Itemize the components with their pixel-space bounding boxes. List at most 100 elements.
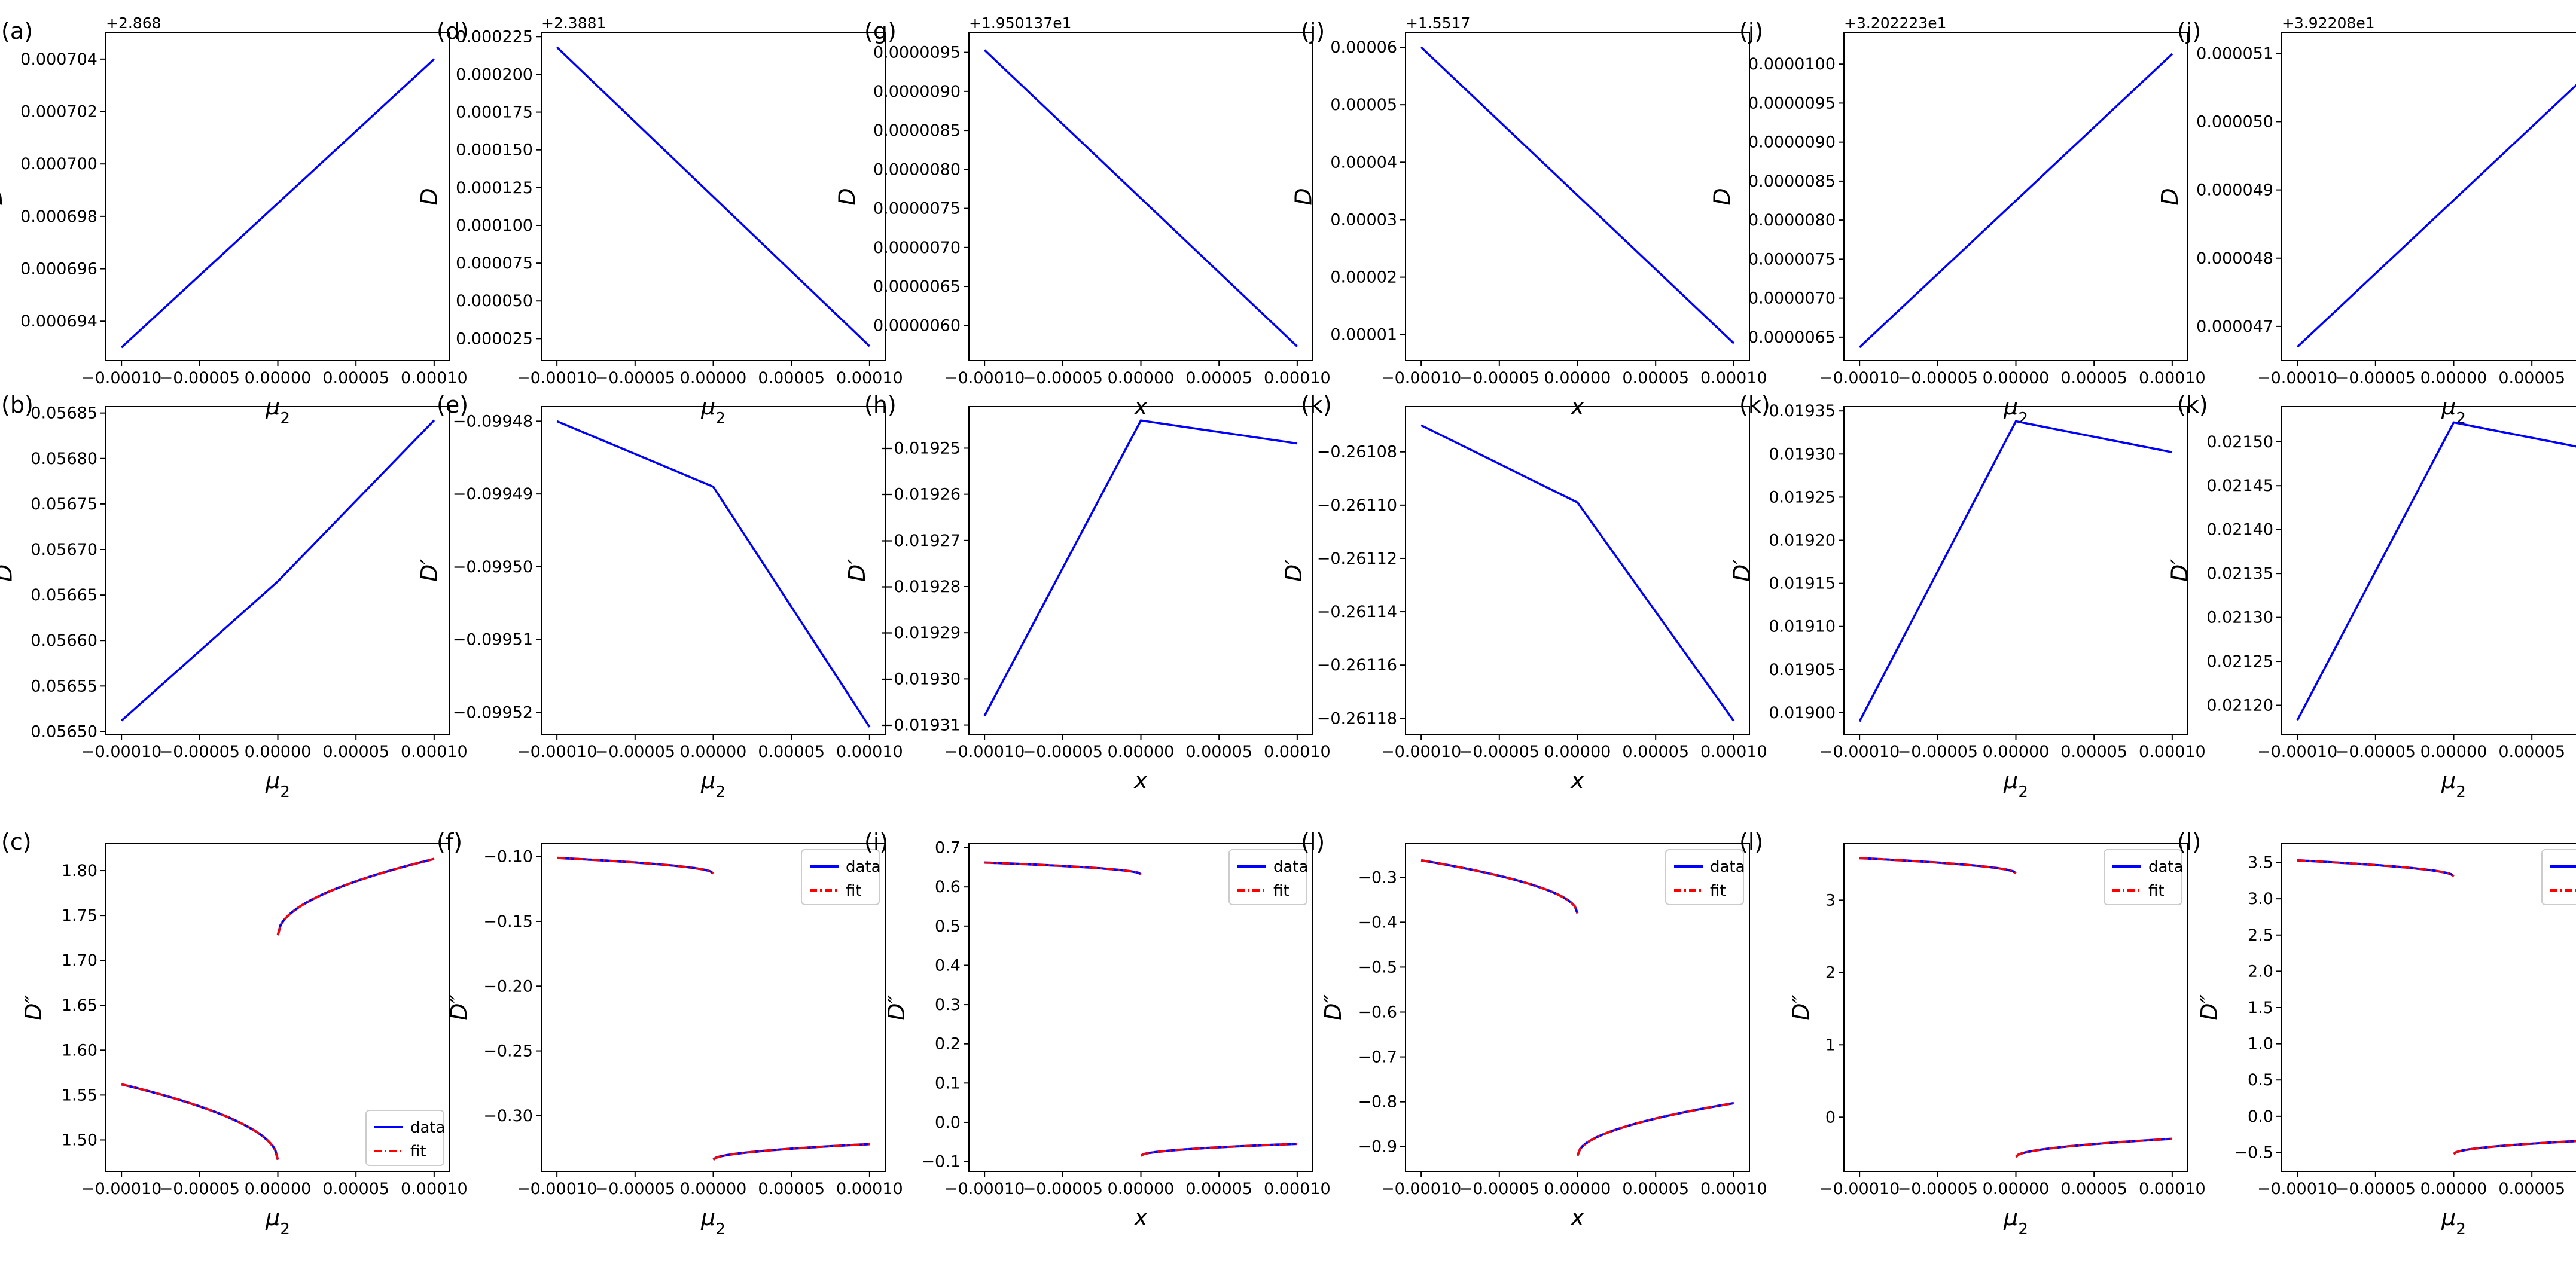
x-axis-label: μ2 xyxy=(700,1204,725,1238)
y-tick-label: −0.10 xyxy=(483,848,533,866)
y-tick-label: −0.01931 xyxy=(880,716,961,735)
y-tick-label: 0.000048 xyxy=(2196,249,2273,268)
x-tick-label: −0.00005 xyxy=(160,1180,240,1198)
series-line-fit-right xyxy=(2453,1140,2576,1155)
y-tick-label: 0.0000070 xyxy=(1748,289,1836,308)
plot-area xyxy=(1859,857,2172,1158)
x-tick-label: 0.00000 xyxy=(1108,743,1175,761)
x-tick-label: 0.00000 xyxy=(1544,369,1611,387)
series-line-data-left xyxy=(557,856,714,875)
axes-frame xyxy=(2281,843,2576,1172)
x-tick-label: 0.00010 xyxy=(836,743,903,761)
y-tick-label: −0.26118 xyxy=(1317,709,1397,728)
x-tick-label: 0.00005 xyxy=(2498,1180,2565,1198)
y-tick-label: 0.5 xyxy=(935,917,961,936)
y-tick-label: 0.0000085 xyxy=(1748,172,1836,191)
y-tick-label: −0.01925 xyxy=(880,439,961,457)
y-axis-label: D xyxy=(2157,188,2183,205)
x-tick-label: 0.00010 xyxy=(401,369,468,387)
axes-frame xyxy=(1843,32,2188,361)
axis-offset-label: +2.868 xyxy=(106,14,161,32)
x-axis-label: μ2 xyxy=(265,1204,290,1238)
y-tick-label: 0.000696 xyxy=(20,260,97,279)
x-tick-label: −0.00005 xyxy=(2336,743,2416,761)
plot-area xyxy=(556,46,871,347)
series-line-data-0 xyxy=(556,420,871,728)
y-tick-label: 0.05670 xyxy=(31,541,97,559)
x-axis-label-subscript: 2 xyxy=(715,410,725,428)
y-tick-label: 0.01900 xyxy=(1769,704,1836,722)
y-tick-label: 0.000150 xyxy=(456,141,533,160)
x-axis-label-subscript: 2 xyxy=(2456,783,2466,801)
plot-area xyxy=(121,857,435,1161)
y-tick-label: 3.5 xyxy=(2248,854,2273,872)
x-tick-label: −0.00005 xyxy=(1898,1180,1978,1198)
x-tick-label: −0.00010 xyxy=(1819,369,1900,387)
plot-area xyxy=(1420,859,1734,1156)
x-tick-label: 0.00010 xyxy=(2139,743,2206,761)
panel-label: (j) xyxy=(1739,18,1763,44)
x-tick-label: 0.00010 xyxy=(1264,743,1331,761)
y-tick-label: 0.05685 xyxy=(31,404,97,423)
x-tick-label: −0.00010 xyxy=(2257,369,2337,387)
x-axis-label-subscript: 2 xyxy=(2018,410,2028,428)
x-tick-label: −0.00010 xyxy=(944,743,1025,761)
panel-label: (a) xyxy=(1,18,33,44)
y-tick-label: −0.01926 xyxy=(880,486,961,504)
x-tick-label: −0.00010 xyxy=(517,369,597,387)
y-tick-label: −0.5 xyxy=(2234,1143,2273,1162)
series-line-fit-left xyxy=(121,1083,279,1160)
x-tick-label: −0.00005 xyxy=(1898,743,1978,761)
axis-offset-label: +3.202223e1 xyxy=(1844,14,1947,32)
series-line-data-left xyxy=(1420,859,1579,914)
y-tick-label: 3.0 xyxy=(2248,890,2273,908)
y-tick-label: −0.30 xyxy=(483,1107,533,1125)
panel-k1: −0.00010−0.00005 0.00000 0.00005 0.00010 −0.… xyxy=(1281,392,1767,793)
series-line-data-right xyxy=(1140,1143,1297,1157)
y-axis-label: D′ xyxy=(416,559,443,582)
y-tick-label: −0.26112 xyxy=(1317,550,1397,568)
x-axis-label: μ2 xyxy=(2441,767,2466,801)
legend-label-fit: fit xyxy=(2148,882,2165,900)
axis-offset-label: +1.5517 xyxy=(1406,14,1470,32)
y-tick-label: 0.05675 xyxy=(31,495,97,514)
y-tick-label: −0.5 xyxy=(1358,958,1397,976)
y-axis-label: D″ xyxy=(446,994,472,1020)
axis-offset-label: +1.950137e1 xyxy=(969,14,1072,32)
y-axis-label: D xyxy=(834,188,861,205)
x-axis-label: x xyxy=(1570,1204,1584,1231)
y-axis-label: D′ xyxy=(1729,559,1755,582)
x-axis-label-subscript: 2 xyxy=(2018,783,2028,801)
series-line-data-0 xyxy=(1858,53,2173,349)
y-axis-label: D″ xyxy=(1320,994,1346,1020)
series-line-data-0 xyxy=(120,58,435,349)
x-tick-label: 0.00005 xyxy=(322,1180,389,1198)
x-tick-label: 0.00000 xyxy=(245,1180,312,1198)
y-tick-label: 0.000050 xyxy=(456,292,533,310)
x-tick-label: 0.00005 xyxy=(2060,1180,2127,1198)
y-tick-label: 1 xyxy=(1825,1036,1836,1054)
panel-label: (i) xyxy=(864,829,888,855)
y-tick-label: 0.000125 xyxy=(456,179,533,197)
x-axis-label: μ2 xyxy=(2441,1204,2466,1238)
series-line-fit-left xyxy=(1420,859,1579,914)
panel-label: (j) xyxy=(2177,18,2201,44)
y-tick-label: −0.09948 xyxy=(453,412,533,431)
y-tick-label: 1.75 xyxy=(62,906,97,925)
y-axis-label: D′ xyxy=(844,559,870,582)
panel-f: −0.00010−0.00005 0.00000 0.00005 0.00010 −0.… xyxy=(437,829,903,1238)
plot-area xyxy=(984,861,1297,1157)
y-tick-label: 0.02130 xyxy=(2206,609,2273,627)
y-tick-label: 0.00002 xyxy=(1330,268,1397,287)
y-tick-label: 0 xyxy=(1825,1108,1836,1127)
y-tick-label: −0.09950 xyxy=(453,558,533,576)
plot-area xyxy=(2297,859,2576,1155)
x-tick-label: 0.00005 xyxy=(322,369,389,387)
plot-area xyxy=(2296,421,2576,721)
x-tick-label: −0.00005 xyxy=(1898,369,1978,387)
panel-l2: −0.00010−0.00005 0.00000 0.00005 0.00010 0 1 2… xyxy=(1739,829,2206,1238)
y-tick-label: −0.01929 xyxy=(880,624,961,642)
y-tick-label: −0.8 xyxy=(1358,1093,1397,1112)
y-tick-label: 0.0 xyxy=(935,1113,961,1132)
